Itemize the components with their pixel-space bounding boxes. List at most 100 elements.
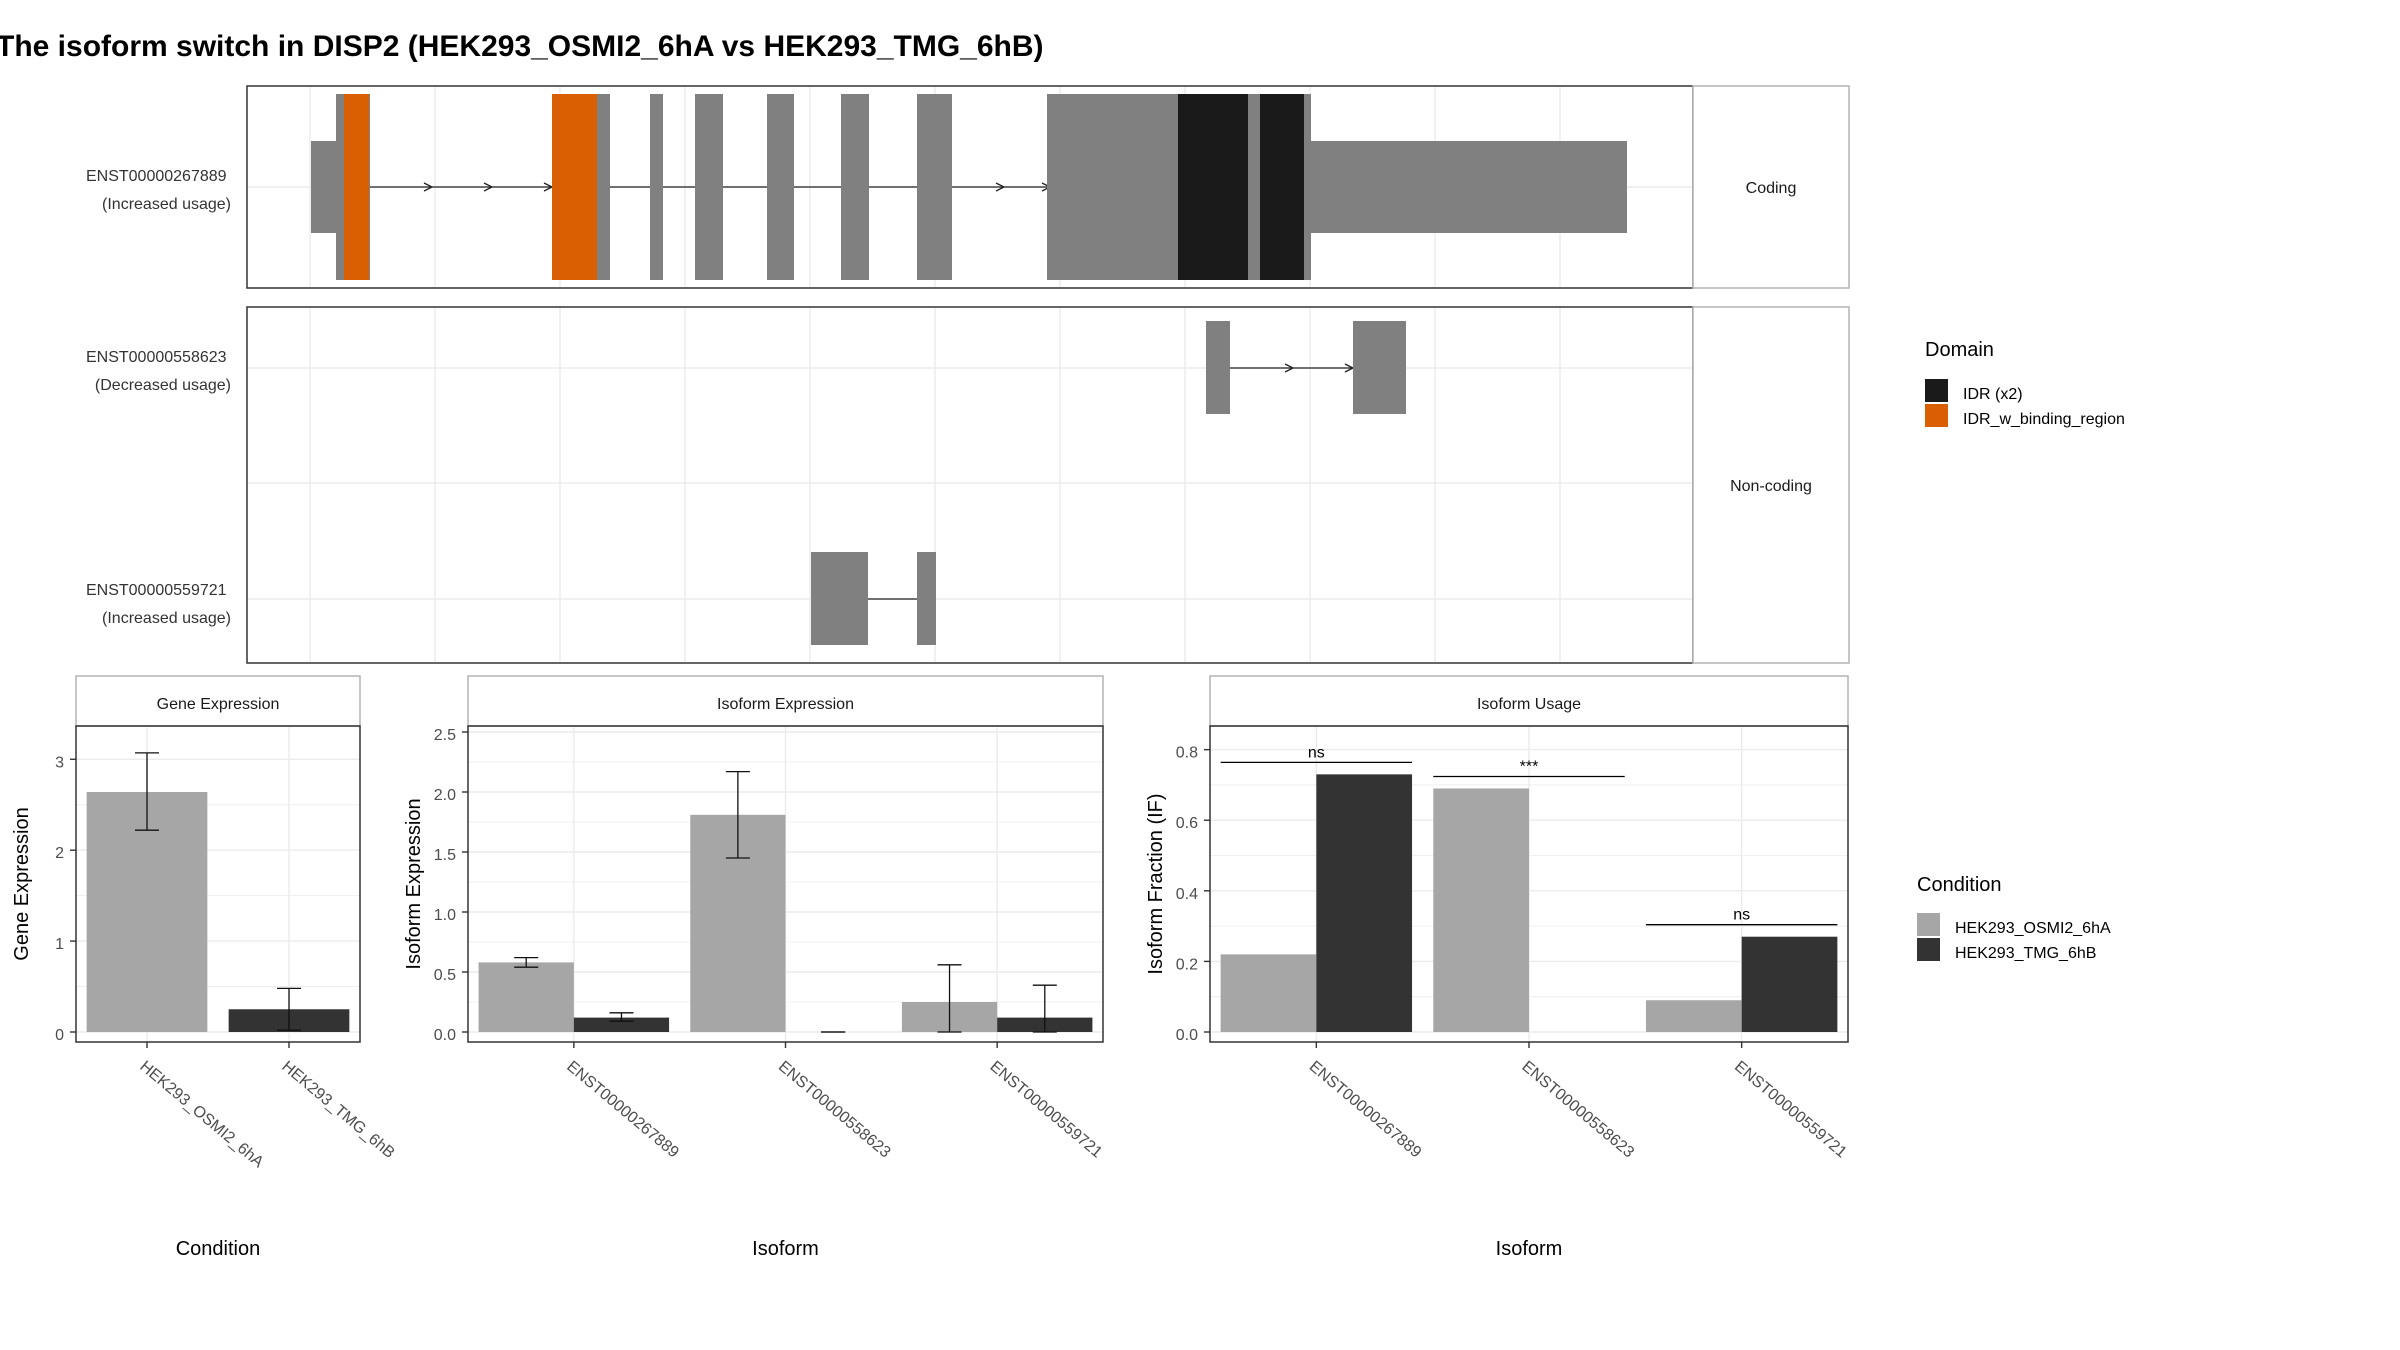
coding-strip xyxy=(1692,85,1850,289)
significance-label: ns xyxy=(1733,907,1750,924)
significance-label: ns xyxy=(1308,744,1325,761)
isoform-id-559721: ENST00000559721 xyxy=(86,582,227,599)
gene-expression-chart: Gene Expression 0 1 2 3 HEK293_OSMI2_6hA HEK29… xyxy=(11,675,398,1260)
panel-border xyxy=(75,725,361,1043)
isoform-note-558623: (Decreased usage) xyxy=(95,377,231,394)
coding-strip-label: Coding xyxy=(1746,180,1797,197)
y-tick-label: 2 xyxy=(55,845,64,862)
bar xyxy=(573,1017,670,1032)
isoform-id-267889: ENST00000267889 xyxy=(86,168,227,185)
x-tick-label: ENST00000559721 xyxy=(1731,1058,1850,1161)
intron-arrow xyxy=(483,182,494,192)
x-axis-title: Isoform xyxy=(752,1238,819,1260)
panel-title: Gene Expression xyxy=(157,696,280,713)
domain-legend-title: Domain xyxy=(1925,339,1994,361)
exon xyxy=(1353,321,1406,414)
domain-idr-binding xyxy=(344,94,369,280)
noncoding-strip-label: Non-coding xyxy=(1730,478,1812,495)
bar xyxy=(1220,954,1317,1032)
y-tick-label: 2.5 xyxy=(434,727,456,744)
exon xyxy=(767,94,794,280)
condition-legend: Condition HEK293_OSMI2_6hA HEK293_TMG_6h… xyxy=(1917,874,2111,962)
x-axis-title: Isoform xyxy=(1496,1238,1563,1260)
exon xyxy=(917,552,936,645)
y-tick-label: 0.8 xyxy=(1176,745,1198,762)
isoform-label-267889: ENST00000267889 (Increased usage) xyxy=(86,168,231,213)
y-tick-label: 0.5 xyxy=(434,967,456,984)
isoform-note-267889: (Increased usage) xyxy=(102,196,231,213)
bar xyxy=(1433,788,1529,1032)
legend-swatch-idr xyxy=(1925,379,1948,402)
y-axis-title: Isoform Fraction (IF) xyxy=(1145,793,1167,974)
legend-label-cond-b: HEK293_TMG_6hB xyxy=(1955,945,2096,962)
x-axis-title: Condition xyxy=(176,1238,261,1260)
y-tick-label: 1.0 xyxy=(434,907,456,924)
exon xyxy=(841,94,869,280)
panel-title: Isoform Expression xyxy=(717,696,854,713)
isoform-label-558623: ENST00000558623 (Decreased usage) xyxy=(86,349,231,394)
legend-label-cond-a: HEK293_OSMI2_6hA xyxy=(1955,920,2111,937)
y-tick-label: 0 xyxy=(55,1027,64,1044)
y-axis-title: Isoform Expression xyxy=(403,798,425,969)
x-tick-label: HEK293_TMG_6hB xyxy=(278,1058,397,1162)
isoform-model-558623 xyxy=(1206,321,1406,414)
condition-legend-title: Condition xyxy=(1917,874,2002,896)
legend-label-idr-binding: IDR_w_binding_region xyxy=(1963,411,2125,428)
bar xyxy=(478,962,574,1032)
legend-swatch-idr-binding xyxy=(1925,404,1948,427)
exon xyxy=(695,94,723,280)
panel-strip xyxy=(75,675,361,727)
y-tick-label: 0.4 xyxy=(1176,886,1198,903)
y-tick-label: 0.6 xyxy=(1176,815,1198,832)
y-tick-label: 0.2 xyxy=(1176,956,1198,973)
x-tick-label: ENST00000267889 xyxy=(1306,1058,1425,1161)
significance-label: *** xyxy=(1520,758,1539,775)
domain-idr xyxy=(1178,94,1248,280)
bar xyxy=(1645,1000,1742,1032)
panel-strip xyxy=(467,675,1104,727)
exon xyxy=(917,94,952,280)
y-tick-label: 1 xyxy=(55,936,64,953)
bar xyxy=(1741,936,1838,1032)
y-tick-label: 1.5 xyxy=(434,847,456,864)
exon-utr xyxy=(311,141,338,233)
y-tick-label: 0.0 xyxy=(434,1027,456,1044)
x-tick-label: ENST00000558623 xyxy=(775,1058,894,1161)
noncoding-strip xyxy=(1692,306,1850,664)
isoform-note-559721: (Increased usage) xyxy=(102,610,231,627)
legend-swatch-cond-a xyxy=(1917,913,1940,936)
exon xyxy=(1206,321,1230,414)
x-tick-label: HEK293_OSMI2_6hA xyxy=(136,1058,266,1171)
isoform-id-558623: ENST00000558623 xyxy=(86,349,227,366)
isoform-label-559721: ENST00000559721 (Increased usage) xyxy=(86,582,231,627)
isoform-expression-chart: Isoform Expression 0.0 0.5 1.0 1.5 2.0 2.5 ENST… xyxy=(403,675,1106,1260)
isoform-usage-chart: Isoform Usage ns *** ns 0.0 0.2 0.4 0.6 0.8 ENST0… xyxy=(1145,675,1850,1260)
isoform-model-267889 xyxy=(311,94,1627,280)
exon xyxy=(811,552,868,645)
bar xyxy=(86,792,208,1032)
noncoding-panel-border xyxy=(246,306,1694,664)
panel-title: Isoform Usage xyxy=(1477,696,1581,713)
y-axis-title: Gene Expression xyxy=(11,807,33,960)
y-tick-label: 0.0 xyxy=(1176,1027,1198,1044)
isoform-model-559721 xyxy=(811,552,936,645)
x-tick-label: ENST00000558623 xyxy=(1518,1058,1637,1161)
exon xyxy=(650,94,663,280)
intron-arrow xyxy=(995,182,1006,192)
y-tick-label: 3 xyxy=(55,754,64,771)
legend-swatch-cond-b xyxy=(1917,938,1940,961)
x-tick-label: ENST00000559721 xyxy=(987,1058,1106,1161)
y-tick-label: 2.0 xyxy=(434,787,456,804)
domain-idr-binding xyxy=(552,94,597,280)
domain-idr xyxy=(1260,94,1304,280)
exon-utr xyxy=(1300,141,1627,233)
intron-arrow xyxy=(423,182,434,192)
x-tick-label: ENST00000267889 xyxy=(563,1058,682,1161)
panel-strip xyxy=(1209,675,1849,727)
legend-label-idr: IDR (x2) xyxy=(1963,386,2023,403)
figure-title: The isoform switch in DISP2 (HEK293_OSMI… xyxy=(0,30,1044,63)
bar xyxy=(1316,774,1413,1032)
domain-legend: Domain IDR (x2) IDR_w_binding_region xyxy=(1925,339,2125,428)
transcript-structure: Coding Non-coding ENST00000267889 (Incre… xyxy=(86,85,1850,664)
